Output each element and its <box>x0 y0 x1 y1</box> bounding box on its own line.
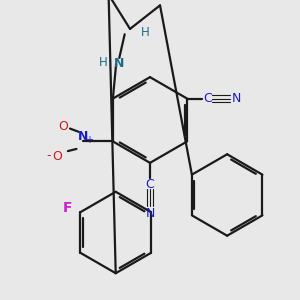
Text: N: N <box>78 130 88 142</box>
Text: F: F <box>63 201 72 215</box>
Text: C: C <box>146 178 154 191</box>
Text: N: N <box>145 207 155 220</box>
Text: O: O <box>52 150 62 163</box>
Text: +: + <box>85 135 93 146</box>
Text: H: H <box>141 26 149 39</box>
Text: O: O <box>59 120 68 133</box>
Text: H: H <box>99 56 108 69</box>
Text: N: N <box>114 57 124 70</box>
Text: C: C <box>203 92 212 105</box>
Text: -: - <box>46 149 51 162</box>
Text: N: N <box>232 92 241 105</box>
